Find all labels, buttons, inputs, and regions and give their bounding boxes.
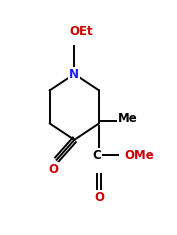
Text: Me: Me bbox=[118, 112, 137, 125]
Text: OMe: OMe bbox=[124, 149, 154, 162]
Text: OEt: OEt bbox=[70, 25, 93, 38]
Text: O: O bbox=[48, 163, 58, 176]
Text: C: C bbox=[92, 149, 101, 162]
Text: N: N bbox=[69, 67, 79, 81]
Text: O: O bbox=[94, 191, 104, 204]
